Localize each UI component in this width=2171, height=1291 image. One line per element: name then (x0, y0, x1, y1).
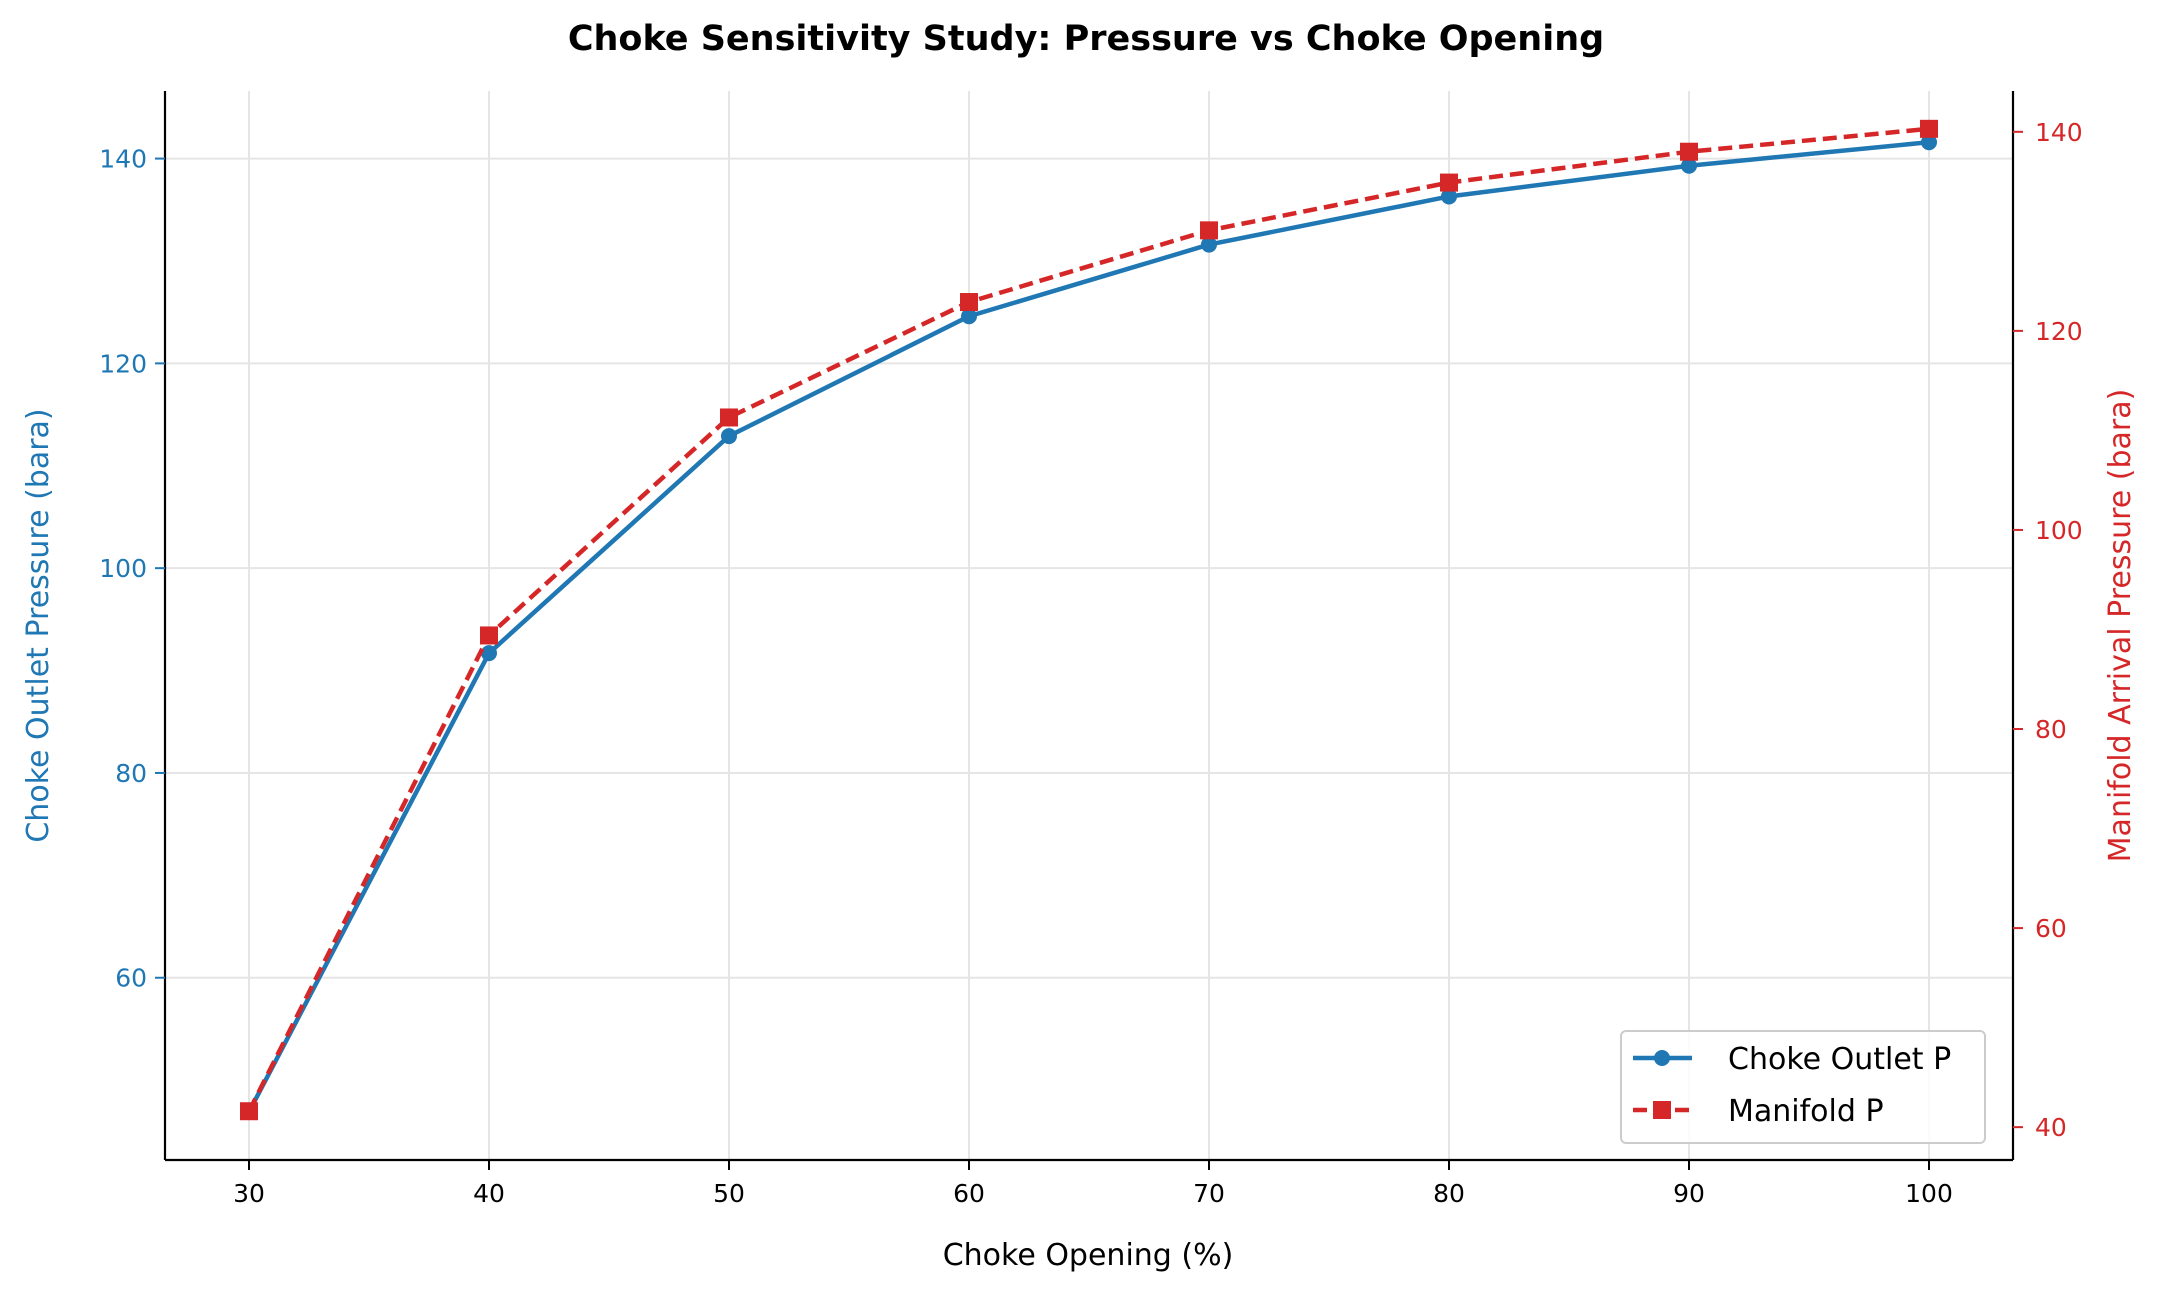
chart-title: Choke Sensitivity Study: Pressure vs Cho… (568, 19, 1604, 59)
legend: Choke Outlet P Manifold P (1620, 1030, 1986, 1144)
y-right-tick-label: 120 (2035, 317, 2083, 346)
x-tick-label: 60 (953, 1179, 985, 1208)
x-tick-label: 80 (1433, 1179, 1465, 1208)
data-point-manifold (960, 293, 978, 312)
x-tick-label: 70 (1193, 1179, 1225, 1208)
data-point-choke-outlet (961, 308, 977, 325)
x-tick-label: 90 (1673, 1179, 1705, 1208)
y-right-tick-label: 80 (2035, 715, 2067, 744)
data-point-manifold (1920, 119, 1938, 138)
y-right-tick-label: 60 (2035, 914, 2067, 943)
legend-marker-choke-outlet (1654, 1050, 1670, 1066)
data-point-manifold (1200, 221, 1218, 240)
x-tick-label: 30 (233, 1179, 265, 1208)
data-point-choke-outlet (1921, 134, 1937, 151)
axes: 30 40 50 60 70 80 90 100 60 80 100 120 140 40 60 80 100 1… (99, 91, 2083, 1208)
x-tick-label: 100 (1905, 1179, 1953, 1208)
y-left-tick-label: 60 (115, 964, 147, 993)
x-axis-label: Choke Opening (%) (943, 1238, 1234, 1273)
data-point-manifold (1440, 173, 1458, 192)
legend-marker-manifold (1653, 1101, 1671, 1119)
data-point-manifold (480, 626, 498, 645)
y-right-tick-label: 40 (2035, 1113, 2067, 1142)
axis-labels: Choke Opening (%) Choke Outlet Pressure … (21, 389, 2138, 1273)
y-axis-right-label: Manifold Arrival Pressure (bara) (2103, 389, 2138, 863)
y-left-tick-label: 80 (115, 759, 147, 788)
data-point-choke-outlet (481, 645, 497, 662)
data-point-manifold (720, 408, 738, 427)
series-line-choke-outlet (247, 139, 1930, 1113)
y-right-tick-label: 140 (2035, 118, 2083, 147)
data-point-choke-outlet (1201, 236, 1217, 253)
series (240, 119, 1938, 1121)
y-axis-left-label: Choke Outlet Pressure (bara) (21, 408, 56, 842)
legend-label-choke-outlet: Choke Outlet P (1728, 1042, 1951, 1077)
x-tick-label: 40 (473, 1179, 505, 1208)
data-point-choke-outlet (721, 428, 737, 445)
data-point-manifold (240, 1102, 258, 1121)
y-left-tick-label: 140 (99, 145, 147, 174)
data-point-manifold (1680, 142, 1698, 161)
legend-label-manifold: Manifold P (1728, 1094, 1884, 1129)
data-point-choke-outlet (1681, 157, 1697, 174)
grid (165, 91, 2013, 1160)
y-left-tick-label: 100 (99, 554, 147, 583)
y-left-tick-label: 120 (99, 349, 147, 378)
data-point-choke-outlet (1441, 188, 1457, 205)
series-line-manifold (246, 126, 1930, 1113)
legend-frame (1620, 1030, 1986, 1144)
x-tick-label: 50 (713, 1179, 745, 1208)
y-right-tick-label: 100 (2035, 516, 2083, 545)
